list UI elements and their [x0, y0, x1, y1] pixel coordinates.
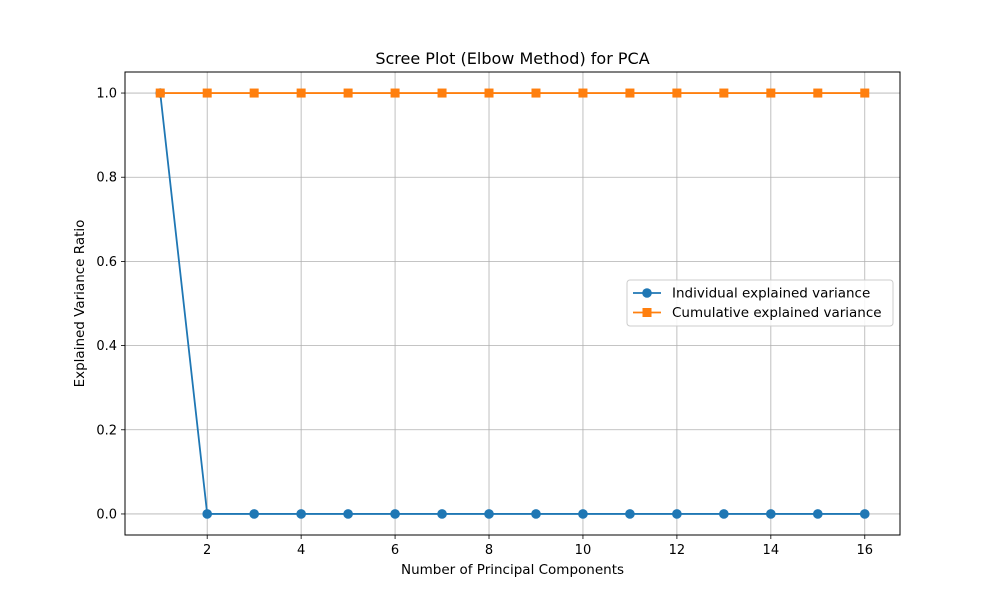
- series-1-point: [202, 509, 212, 519]
- series-1-point: [859, 509, 870, 519]
- x-tick-label: 2: [203, 543, 211, 558]
- legend-label: Cumulative explained variance: [672, 305, 882, 321]
- series-1-point: [719, 509, 729, 519]
- series-1-point: [766, 509, 776, 519]
- y-tick-label: 0.2: [96, 423, 117, 438]
- series-1-point: [672, 509, 682, 519]
- plot-frame: [124, 71, 901, 536]
- series-2-point: [719, 88, 729, 98]
- legend-label: Individual explained variance: [672, 286, 870, 302]
- series-2-point: [766, 88, 776, 98]
- x-axis-label: Number of Principal Components: [401, 562, 624, 578]
- legend: Individual explained variance Cumulative …: [626, 279, 894, 327]
- series-2-point: [531, 88, 541, 98]
- series-1-point: [343, 509, 353, 519]
- series-2-point: [343, 88, 353, 98]
- x-tick-label: 8: [485, 543, 493, 558]
- x-tick-label: 6: [391, 543, 399, 558]
- series-2-point: [155, 88, 165, 98]
- series-2-point: [672, 88, 682, 98]
- legend-swatch-marker: [642, 308, 652, 317]
- series-1-point: [296, 509, 306, 519]
- series-layer: [155, 88, 870, 519]
- y-tick-label: 0.0: [96, 507, 117, 522]
- series-2-point: [860, 88, 870, 98]
- series-2-point: [625, 88, 635, 98]
- series-1-point: [437, 509, 447, 519]
- x-tick-label: 10: [575, 543, 592, 558]
- y-tick-label: 0.4: [96, 339, 117, 354]
- series-1-point: [249, 509, 259, 519]
- series-1-point: [625, 509, 635, 519]
- series-2-point: [813, 88, 823, 98]
- series-2-point: [202, 88, 212, 98]
- series-2-point: [296, 88, 306, 98]
- x-tick-label: 14: [763, 543, 780, 558]
- series-2-point: [578, 88, 588, 98]
- series-1-point: [578, 509, 588, 519]
- x-tick-label: 16: [856, 543, 873, 558]
- series-2-point: [390, 88, 400, 98]
- chart-title: Scree Plot (Elbow Method) for PCA: [375, 49, 649, 68]
- x-tick-label: 12: [669, 543, 686, 558]
- series-2-point: [437, 88, 447, 98]
- series-1-point: [531, 509, 541, 519]
- series-1-point: [390, 509, 400, 519]
- y-tick-label: 0.8: [96, 171, 117, 186]
- legend-box: [626, 279, 894, 327]
- series-1-point: [813, 509, 823, 519]
- y-tick-label: 0.6: [96, 255, 117, 270]
- axes: 2 4 6 8 10 12 14 16 0.0 0.2 0.4 0.6 0.8 1.0: [96, 87, 873, 558]
- y-tick-label: 1.0: [96, 87, 117, 102]
- series-2-point: [484, 88, 494, 98]
- y-axis-label: Explained Variance Ratio: [72, 220, 88, 388]
- x-tick-label: 4: [297, 543, 305, 558]
- series-1-line: [159, 92, 865, 515]
- legend-swatch-marker: [642, 288, 652, 298]
- series-2-point: [249, 88, 259, 98]
- series-1-point: [484, 509, 494, 519]
